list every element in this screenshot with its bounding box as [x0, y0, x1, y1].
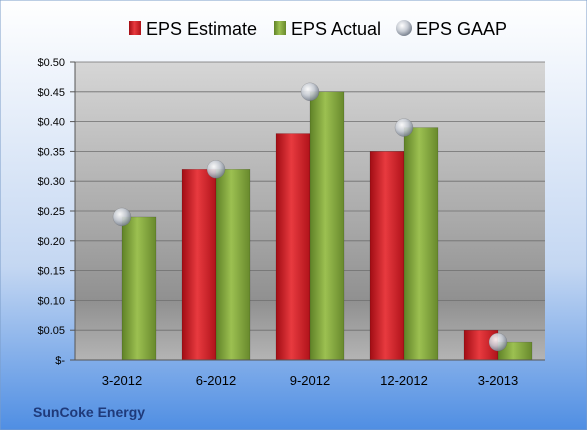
legend-item-eps-estimate: EPS Estimate: [129, 19, 257, 39]
bar-eps-estimate-9-2012: [275, 133, 311, 361]
y-tick-label: $0.40: [37, 117, 65, 129]
legend-gaap-marker: [396, 20, 412, 36]
y-tick-label: $0.15: [37, 266, 65, 278]
y-tick-label: $0.20: [37, 236, 65, 248]
marker-eps-gaap-9-2012: [300, 82, 320, 102]
x-tick-label: 3-2012: [102, 373, 142, 388]
y-tick-label: $0.25: [37, 206, 65, 218]
legend: EPS Estimate EPS Actual EPS GAAP: [129, 19, 507, 39]
bar-eps-actual-3-2012: [121, 216, 157, 361]
x-axis: 3-2012 6-2012 9-2012 12-2012 3-2013: [75, 359, 545, 388]
y-tick-label: $0.50: [37, 57, 65, 69]
legend-actual-swatch: [274, 21, 286, 35]
legend-estimate-label: EPS Estimate: [146, 19, 257, 39]
y-tick-label: $0.05: [37, 325, 65, 337]
x-tick-label: 6-2012: [196, 373, 236, 388]
legend-gaap-label: EPS GAAP: [416, 19, 507, 39]
x-tick-label: 3-2013: [478, 373, 518, 388]
marker-eps-gaap-3-2012: [112, 207, 132, 227]
bar-eps-actual-12-2012: [403, 127, 439, 361]
y-tick-label: $0.10: [37, 295, 65, 307]
bar-eps-estimate-12-2012: [369, 151, 405, 361]
marker-eps-gaap-12-2012: [394, 118, 414, 137]
gaap-markers: [112, 82, 508, 352]
x-tick-label: 9-2012: [290, 373, 330, 388]
legend-item-eps-actual: EPS Actual: [274, 19, 381, 39]
bars: [121, 91, 533, 361]
marker-eps-gaap-3-2013: [488, 332, 508, 352]
marker-eps-gaap-6-2012: [206, 160, 226, 179]
y-tick-label: $-: [55, 355, 65, 367]
bar-eps-actual-6-2012: [215, 169, 251, 361]
y-tick-label: $0.35: [37, 146, 65, 158]
bar-eps-actual-9-2012: [309, 91, 345, 361]
company-name: SunCoke Energy: [33, 404, 145, 420]
x-tick-label: 12-2012: [380, 373, 428, 388]
legend-estimate-swatch: [129, 21, 141, 35]
y-tick-label: $0.30: [37, 176, 65, 188]
y-axis: $0.50 $0.45 $0.40 $0.35 $0.30 $0.25 $0.20 $0.15…: [37, 57, 76, 367]
y-tick-label: $0.45: [37, 87, 65, 99]
legend-actual-label: EPS Actual: [291, 19, 381, 39]
legend-item-eps-gaap: EPS GAAP: [396, 19, 507, 39]
bar-eps-estimate-6-2012: [181, 169, 217, 361]
